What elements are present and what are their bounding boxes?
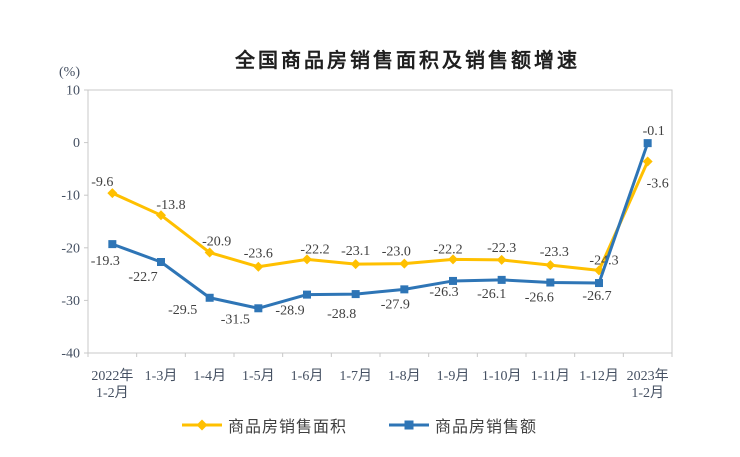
sales-value-data-label: -31.5 xyxy=(221,312,250,327)
y-axis-tick-label: -30 xyxy=(61,294,80,309)
chart-title: 全国商品房销售面积及销售额增速 xyxy=(235,50,580,72)
sales-value-data-label: -26.6 xyxy=(525,291,554,306)
sales-area-marker xyxy=(399,258,410,269)
sales-value-marker xyxy=(254,304,263,313)
sales-area-data-label: -13.8 xyxy=(156,198,185,213)
sales-value-marker xyxy=(595,279,603,288)
sales-area-line xyxy=(110,160,650,272)
y-axis-tick-label: -20 xyxy=(61,241,80,256)
sales-area-marker xyxy=(302,254,312,265)
x-axis-tick-label: 1-5月 xyxy=(242,368,275,384)
x-axis-tick-label: 1-6月 xyxy=(291,368,324,384)
sales-value-marker xyxy=(108,240,117,249)
y-axis-tick-label: -10 xyxy=(61,189,80,204)
sales-value-data-label: -19.3 xyxy=(91,254,120,269)
sales-area-data-label: -23.0 xyxy=(382,245,411,260)
sales-value-data-label: -22.7 xyxy=(128,270,157,285)
y-axis-unit-label: (%) xyxy=(59,65,80,80)
sales-area-data-label: -23.3 xyxy=(540,245,569,260)
sales-area-marker xyxy=(545,260,556,271)
sales-area-marker xyxy=(496,254,507,265)
sales-value-marker xyxy=(449,276,457,285)
x-axis-tick-label: 1-2月 xyxy=(631,385,664,401)
sales-value-marker xyxy=(157,258,165,267)
sales-area-data-label: -9.6 xyxy=(91,175,113,190)
x-axis-tick-label: 1-3月 xyxy=(145,368,178,384)
y-axis-tick-label: -40 xyxy=(61,347,80,362)
x-axis-tick-label: 2023年 xyxy=(627,368,669,384)
sales-value-data-label: -28.8 xyxy=(327,307,356,322)
sales-value-data-label: -26.1 xyxy=(477,287,506,302)
x-axis-tick-label: 1-10月 xyxy=(482,368,522,384)
sales-area-marker xyxy=(350,259,361,270)
sales-value-data-label: -26.7 xyxy=(582,289,611,304)
y-axis-tick-label: 10 xyxy=(66,84,80,99)
x-axis-tick-label: 1-11月 xyxy=(531,368,570,384)
x-axis-tick-label: 1-8月 xyxy=(388,368,421,384)
sales-area-data-label: -3.6 xyxy=(647,177,669,192)
sales-value-marker xyxy=(400,285,409,294)
sales-value-marker xyxy=(546,278,555,287)
sales-area-data-label: -23.1 xyxy=(341,244,370,259)
sales-value-marker xyxy=(351,290,360,299)
sales-area-data-label: -20.9 xyxy=(202,235,231,250)
x-axis-tick-label: 1-4月 xyxy=(193,368,226,384)
x-axis-tick-label: 2022年 xyxy=(91,368,133,384)
sales-area-data-label: -22.2 xyxy=(433,242,462,257)
sales-area-marker xyxy=(448,254,458,265)
sales-value-line xyxy=(110,141,650,310)
sales-area-data-label: -23.6 xyxy=(244,247,273,262)
sales-area-marker xyxy=(253,261,264,272)
y-axis-tick-label: 0 xyxy=(73,136,80,151)
legend-item-sales-area: 商品房销售面积 xyxy=(182,415,348,436)
x-axis-tick-label: 1-9月 xyxy=(437,368,470,384)
sales-area-marker xyxy=(204,247,215,258)
x-axis-tick-label: 1-2月 xyxy=(96,385,129,401)
sales-area-marker xyxy=(642,156,653,167)
x-axis-tick-label: 1-12月 xyxy=(579,368,619,384)
sales-value-marker xyxy=(497,275,506,284)
sales-value-data-label: -29.5 xyxy=(168,303,197,318)
sales-value-marker xyxy=(643,139,652,148)
sales-area-data-label: -24.3 xyxy=(589,253,618,268)
legend-label-sales-area: 商品房销售面积 xyxy=(228,419,348,436)
legend-label-sales-value: 商品房销售额 xyxy=(435,419,538,436)
sales-area-marker xyxy=(156,210,166,221)
sales-value-data-label: -0.1 xyxy=(643,124,665,139)
sales-area-legend-swatch xyxy=(182,419,222,431)
legend-item-sales-value: 商品房销售额 xyxy=(389,415,538,436)
sales-value-legend-swatch xyxy=(389,420,429,430)
sales-value-data-label: -27.9 xyxy=(381,297,410,312)
sales-value-data-label: -26.3 xyxy=(429,285,458,300)
sales-value-marker xyxy=(303,290,311,299)
sales-area-data-label: -22.2 xyxy=(300,242,329,257)
sales-area-marker xyxy=(107,188,118,199)
sales-area-data-label: -22.3 xyxy=(487,241,516,256)
sales-value-marker xyxy=(205,293,214,302)
sales-value-data-label: -28.9 xyxy=(275,304,304,319)
x-axis-tick-label: 1-7月 xyxy=(339,368,372,384)
